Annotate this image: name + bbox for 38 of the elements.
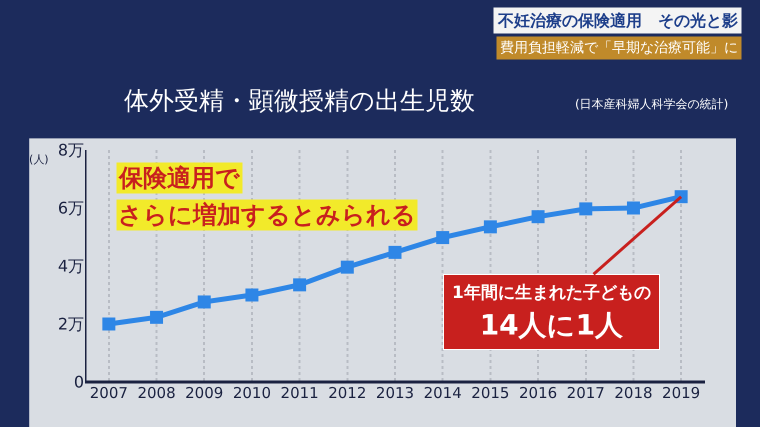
y-tick-label: 6万	[58, 198, 84, 218]
chart-title: 体外受精・顕微授精の出生児数	[124, 86, 475, 115]
y-tick-label: 8万	[58, 140, 84, 160]
text: 費用負担軽減で「早期な治療可能」に	[500, 40, 738, 56]
y-tick-label: 0	[74, 372, 84, 392]
x-tick-label: 2007	[90, 384, 128, 402]
point	[150, 310, 164, 324]
text: 不妊治療の保険適用 その光と影	[497, 11, 738, 30]
annotation: さらに増加するとみられる	[118, 201, 416, 229]
point	[436, 231, 450, 244]
point	[198, 295, 211, 308]
x-tick-label: 2015	[471, 384, 510, 402]
annotation: 保険適用で	[118, 164, 241, 192]
point	[245, 288, 258, 302]
point	[293, 278, 306, 292]
x-tick-label: 2016	[518, 384, 558, 402]
x-tick-label: 2019	[662, 384, 700, 402]
x-tick-label: 2008	[137, 384, 176, 402]
x-tick-label: 2009	[185, 384, 224, 402]
y-axis-title: (人)	[29, 153, 49, 166]
annotation: 1年間に生まれた子どもの 14人に1人	[452, 283, 651, 342]
x-tick-label: 2017	[566, 384, 605, 402]
point	[626, 202, 640, 214]
point	[102, 318, 116, 330]
x-tick-label: 2012	[328, 384, 366, 402]
x-tick-label: 2018	[614, 384, 653, 402]
x-tick-label: 2011	[280, 384, 319, 402]
point	[532, 210, 545, 224]
point	[340, 260, 354, 274]
y-tick-label: 4万	[58, 256, 84, 276]
x-tick-label: 2010	[232, 384, 272, 402]
y-tick-label: 2万	[58, 314, 84, 334]
point	[579, 202, 592, 216]
point	[484, 220, 497, 234]
point	[388, 246, 402, 259]
x-tick-label: 2013	[376, 384, 414, 402]
x-tick-label: 2014	[424, 384, 462, 402]
chart-subtitle: (日本産科婦人科学会の統計)	[575, 97, 728, 111]
